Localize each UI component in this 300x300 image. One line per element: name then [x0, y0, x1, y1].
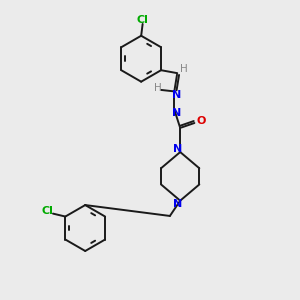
- Text: N: N: [173, 143, 182, 154]
- Text: Cl: Cl: [137, 15, 148, 25]
- Text: Cl: Cl: [42, 206, 54, 216]
- Text: N: N: [172, 90, 181, 100]
- Text: N: N: [173, 199, 182, 209]
- Text: H: H: [180, 64, 188, 74]
- Text: N: N: [172, 108, 181, 118]
- Text: H: H: [154, 83, 161, 94]
- Text: O: O: [196, 116, 206, 126]
